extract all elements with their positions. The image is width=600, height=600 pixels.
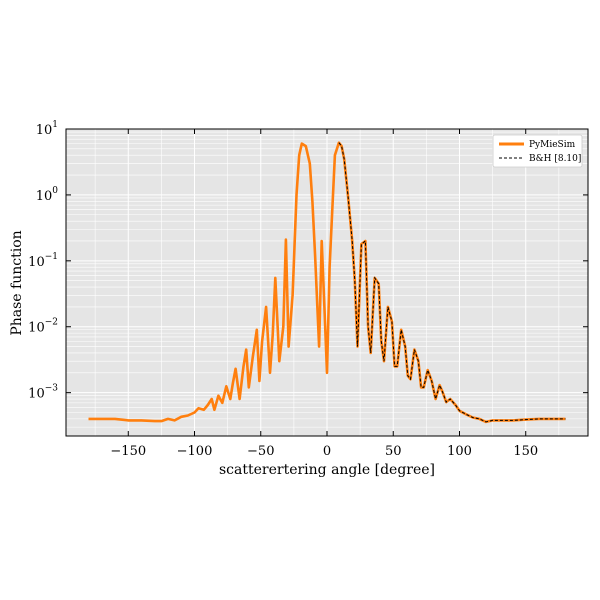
x-axis-label: scatterertering angle [degree]	[219, 462, 435, 478]
x-tick-label: 150	[513, 444, 538, 459]
y-axis-label: Phase function	[9, 230, 25, 335]
y-tick-label: 10−1	[28, 252, 58, 270]
series-layer	[88, 141, 566, 424]
x-tick-label: −50	[247, 444, 274, 459]
x-tick-label: 0	[323, 444, 331, 459]
legend: PyMieSim B&H [8.10]	[492, 134, 583, 168]
y-tick-label: 101	[36, 120, 58, 138]
y-tick-label: 100	[36, 186, 59, 204]
grid-lines	[66, 129, 588, 436]
tick-labels: −150 −100 −50 0 50 100 150 10−3 10−2 10−1 100 101	[28, 120, 538, 459]
x-tick-label: −150	[110, 444, 146, 459]
legend-label-pymiesim: PyMieSim	[529, 140, 576, 150]
series-line-pymiesim	[88, 141, 566, 424]
axis-ticks	[66, 128, 588, 436]
x-tick-label: 100	[447, 444, 472, 459]
y-tick-label: 10−2	[28, 318, 58, 336]
x-tick-label: 50	[385, 444, 402, 459]
x-tick-label: −100	[177, 444, 213, 459]
y-tick-label: 10−3	[28, 384, 58, 402]
legend-label-bh: B&H [8.10]	[529, 154, 581, 164]
series-line-bh	[338, 142, 566, 423]
